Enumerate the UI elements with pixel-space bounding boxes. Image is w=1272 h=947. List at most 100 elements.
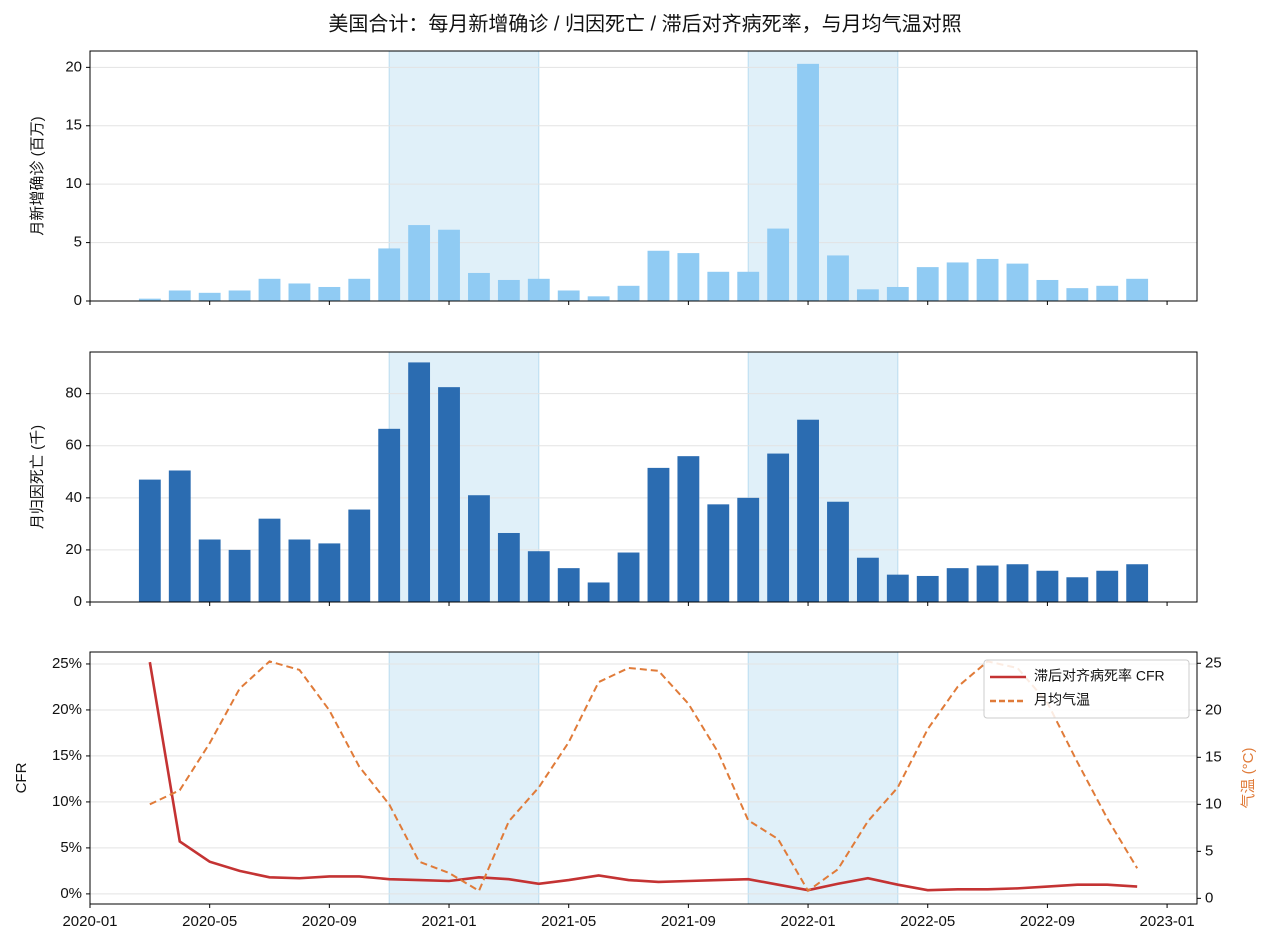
bar (677, 253, 700, 301)
y-tick-label: 10 (65, 175, 82, 192)
x-tick-label: 2022-09 (1020, 913, 1075, 930)
bar (378, 428, 401, 602)
bar (1036, 279, 1059, 301)
bar (438, 229, 460, 301)
y-tick-label: 80 (65, 385, 82, 402)
bar (288, 539, 311, 602)
bar (168, 290, 191, 301)
bar (557, 568, 580, 602)
y2-tick-label: 0 (1205, 889, 1213, 906)
plot-frame (89, 651, 1198, 905)
bar (856, 557, 879, 602)
bar (767, 228, 790, 301)
bar (886, 574, 909, 602)
bar (946, 262, 969, 301)
y-axis-label: CFR (13, 762, 30, 793)
y-tick-label: 10% (52, 793, 82, 810)
bar (198, 292, 221, 301)
y-tick-label: 15% (52, 747, 82, 764)
bar (288, 283, 311, 301)
bar (258, 518, 281, 602)
y-tick-label: 0% (60, 885, 82, 902)
bar (497, 532, 520, 602)
bar (468, 495, 490, 602)
y-tick-label: 0 (74, 593, 82, 610)
bar (348, 509, 371, 602)
bar (1096, 570, 1119, 602)
y-axis-label: 月归因死亡 (千) (29, 425, 46, 529)
bar (976, 258, 999, 301)
bar (497, 279, 520, 301)
bar (587, 296, 610, 301)
bar (438, 387, 460, 602)
y-tick-label: 0 (74, 292, 82, 309)
y2-axis-label: 气温 (°C) (1240, 748, 1257, 809)
y-axis-label: 月新增确诊 (百万) (29, 116, 46, 235)
bar (737, 271, 760, 301)
bar (797, 63, 819, 302)
bar (976, 565, 999, 602)
bar (617, 285, 640, 301)
bar (767, 453, 790, 602)
bar (647, 467, 670, 602)
y-tick-label: 60 (65, 437, 82, 454)
bar (946, 568, 969, 602)
bar (827, 255, 849, 301)
bar (228, 290, 251, 301)
bar (408, 225, 431, 301)
y-tick-label: 20 (65, 541, 82, 558)
bar (378, 248, 401, 301)
bar (647, 250, 670, 301)
figure-title: 美国合计：每月新增确诊 / 归因死亡 / 滞后对齐病死率，与月均气温对照 (328, 12, 961, 35)
bar (617, 552, 640, 602)
bar (138, 298, 161, 301)
bar (228, 549, 251, 602)
bar (408, 362, 431, 602)
y-tick-label: 20% (52, 701, 82, 718)
line-series (149, 660, 1139, 893)
legend-box (983, 659, 1190, 719)
bar (1006, 263, 1029, 301)
y-tick-label: 5% (60, 839, 82, 856)
plot-frame (89, 351, 1198, 603)
y2-tick-label: 15 (1205, 748, 1222, 765)
bar (707, 504, 730, 602)
bar (1066, 577, 1089, 602)
x-tick-label: 2023-01 (1140, 913, 1195, 930)
y2-tick-label: 10 (1205, 795, 1222, 812)
y2-tick-label: 20 (1205, 701, 1222, 718)
bar (557, 290, 580, 301)
x-tick-label: 2022-01 (781, 913, 836, 930)
bar (348, 278, 371, 301)
x-tick-label: 2020-09 (302, 913, 357, 930)
bar (527, 278, 550, 301)
bar (318, 543, 341, 602)
bar (797, 419, 819, 602)
bar (138, 479, 161, 602)
y-tick-label: 40 (65, 489, 82, 506)
bar (1096, 285, 1119, 301)
bar (1126, 564, 1149, 602)
y-tick-label: 25% (52, 655, 82, 672)
bar (1006, 564, 1029, 602)
y2-tick-label: 25 (1205, 654, 1222, 671)
x-tick-label: 2021-01 (421, 913, 476, 930)
y-tick-label: 5 (74, 234, 82, 251)
line-series (148, 661, 1138, 892)
y2-tick-label: 5 (1205, 842, 1213, 859)
x-tick-label: 2020-05 (182, 913, 237, 930)
bar (318, 286, 341, 301)
bar (1126, 278, 1149, 301)
legend-label: 滞后对齐病死率 CFR (1034, 668, 1165, 684)
bar (707, 271, 730, 301)
plot-frame (89, 50, 1198, 302)
bar (677, 456, 700, 602)
bar (856, 289, 879, 301)
bar (468, 272, 490, 301)
y-tick-label: 20 (65, 58, 82, 75)
bar (1036, 570, 1059, 602)
x-tick-label: 2021-05 (541, 913, 596, 930)
bar (827, 501, 849, 602)
legend-label: 月均气温 (1034, 692, 1090, 708)
